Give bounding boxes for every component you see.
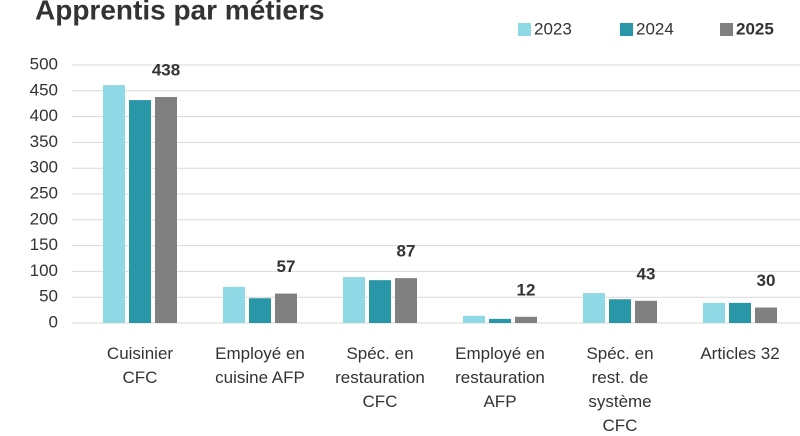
bar — [703, 302, 725, 323]
bar — [463, 315, 485, 323]
x-tick-label: Employé en restauration AFP — [455, 344, 545, 411]
bar — [103, 85, 125, 324]
x-tick-label-line: rest. de — [592, 368, 649, 387]
y-tick-label: 150 — [30, 235, 58, 254]
bar — [155, 96, 177, 323]
y-tick-label: 250 — [30, 183, 58, 202]
bar — [755, 307, 777, 323]
x-tick-label-line: système — [588, 392, 651, 411]
bar — [395, 278, 417, 323]
x-tick-label-line: Spéc. en — [586, 344, 653, 363]
y-tick-label: 50 — [39, 287, 58, 306]
legend-label: 2023 — [534, 19, 572, 38]
legend-swatch — [620, 23, 633, 36]
data-label: 57 — [277, 257, 296, 276]
x-tick-label-line: restauration — [335, 368, 425, 387]
data-label: 43 — [637, 264, 656, 283]
x-tick-label: Cuisinier CFC — [107, 344, 173, 387]
bar — [489, 318, 511, 323]
y-tick-label: 450 — [30, 80, 58, 99]
bar — [223, 286, 245, 323]
y-tick-label: 350 — [30, 132, 58, 151]
x-tick-label-line: cuisine AFP — [215, 368, 305, 387]
bar — [249, 298, 271, 323]
data-label: 438 — [152, 60, 180, 79]
bar — [515, 316, 537, 323]
y-tick-label: 400 — [30, 106, 58, 125]
data-label: 12 — [517, 280, 536, 299]
x-tick-label: Employé en cuisine AFP — [215, 344, 305, 387]
legend-swatch — [518, 23, 531, 36]
x-tick-label-line: CFC — [363, 392, 398, 411]
y-tick-label: 0 — [49, 312, 58, 331]
bar — [609, 299, 631, 323]
y-tick-label: 500 — [30, 54, 58, 73]
data-label: 30 — [757, 271, 776, 290]
x-tick-label-line: CFC — [123, 368, 158, 387]
y-tick-label: 100 — [30, 261, 58, 280]
x-tick-label-line: Spéc. en — [346, 344, 413, 363]
x-tick-label-line: Articles 32 — [700, 344, 779, 363]
x-tick-label: Articles 32 — [700, 344, 779, 363]
bar — [129, 100, 151, 323]
x-tick-label-line: Employé en — [455, 344, 545, 363]
x-tick-label: Spéc. en restauration CFC — [335, 344, 425, 411]
y-tick-label: 200 — [30, 209, 58, 228]
bar — [343, 277, 365, 323]
legend-label: 2024 — [636, 19, 674, 38]
bar — [369, 280, 391, 323]
bar — [729, 302, 751, 323]
legend-swatch — [720, 23, 733, 36]
y-tick-label: 300 — [30, 158, 58, 177]
x-tick-label-line: Employé en — [215, 344, 305, 363]
legend-label: 2025 — [736, 19, 774, 38]
x-tick-label-line: restauration — [455, 368, 545, 387]
x-tick-label-line: Cuisinier — [107, 344, 173, 363]
x-tick-label-line: CFC — [603, 416, 638, 435]
bar — [583, 293, 605, 323]
chart-title: Apprentis par métiers — [35, 0, 324, 25]
bar — [275, 293, 297, 323]
x-tick-label-line: AFP — [483, 392, 516, 411]
x-tick-label: Spéc. en rest. de système CFC — [586, 344, 653, 435]
data-label: 87 — [397, 242, 416, 261]
bar — [635, 300, 657, 323]
